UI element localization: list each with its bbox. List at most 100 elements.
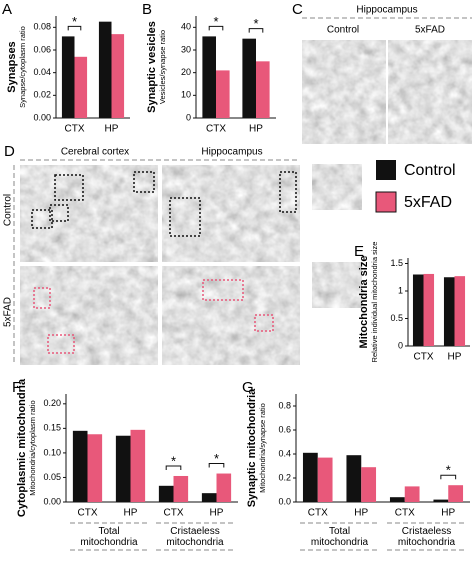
x-tick-label: HP bbox=[448, 352, 462, 363]
bar bbox=[201, 493, 217, 502]
y-tick-label: 20 bbox=[181, 67, 191, 77]
y-tick-label: 0.06 bbox=[33, 44, 51, 54]
x-tick-label: CTX bbox=[78, 508, 98, 519]
x-tick-label: HP bbox=[441, 508, 455, 519]
bar bbox=[346, 455, 362, 502]
y-tick-label: 0.0 bbox=[278, 496, 291, 506]
inset-image bbox=[310, 162, 364, 212]
bar bbox=[242, 38, 256, 118]
legend-swatch bbox=[375, 191, 397, 213]
significance-label: * bbox=[214, 451, 219, 466]
y-tick-label: 0.05 bbox=[43, 472, 61, 482]
column-label: Hippocampus bbox=[201, 147, 262, 158]
group-label: Cristaeless mitochondria bbox=[166, 526, 224, 548]
bar bbox=[317, 457, 333, 502]
y-tick-label: 1.5 bbox=[390, 258, 403, 268]
bar bbox=[423, 273, 435, 346]
bar bbox=[216, 473, 232, 502]
y-tick-label: 0.20 bbox=[43, 398, 61, 408]
y-tick-label: 0.4 bbox=[278, 448, 291, 458]
axis-subtitle: Mitochondria/cytoplasm ratio bbox=[28, 400, 37, 495]
significance-bracket bbox=[165, 465, 182, 470]
significance-label: * bbox=[253, 16, 258, 31]
bar bbox=[158, 485, 174, 502]
significance-bracket bbox=[440, 474, 457, 480]
bar bbox=[361, 467, 377, 502]
bar bbox=[448, 485, 464, 502]
roi-boxes bbox=[33, 279, 274, 354]
y-tick-label: 10 bbox=[181, 90, 191, 100]
x-tick-label: CTX bbox=[395, 508, 415, 519]
panel-label: G bbox=[242, 379, 254, 396]
legend-label: Control bbox=[404, 162, 456, 179]
bar bbox=[412, 274, 424, 346]
panel-label: D bbox=[4, 143, 15, 160]
bar bbox=[98, 21, 112, 119]
y-tick-label: 0 bbox=[398, 340, 403, 350]
axis-title: Synaptic mitochondria bbox=[246, 388, 258, 507]
column-label: 5xFAD bbox=[415, 25, 445, 36]
bar bbox=[130, 429, 146, 502]
legend: Control 5xFAD bbox=[375, 160, 456, 213]
bar bbox=[454, 276, 466, 346]
x-tick-label: CTX bbox=[65, 124, 85, 135]
column-label: Cerebral cortex bbox=[61, 147, 129, 158]
y-tick-label: 0.6 bbox=[278, 424, 291, 434]
em-image bbox=[20, 165, 158, 262]
significance-bracket bbox=[67, 25, 82, 31]
group-label: Total mitochondria bbox=[310, 526, 369, 548]
group-label: Total mitochondria bbox=[80, 526, 138, 548]
x-tick-label: CTX bbox=[414, 352, 434, 363]
panel-label: E bbox=[354, 243, 364, 260]
y-tick-label: 30 bbox=[181, 44, 191, 54]
roi-boxes bbox=[31, 171, 297, 237]
significance-label: * bbox=[171, 453, 176, 468]
y-tick-label: 0.15 bbox=[43, 423, 61, 433]
y-tick-label: 0.00 bbox=[33, 112, 51, 122]
y-tick-label: 0.10 bbox=[43, 447, 61, 457]
bar bbox=[256, 61, 270, 118]
em-image bbox=[162, 266, 300, 365]
panel-label: F bbox=[12, 379, 21, 396]
axis-subtitle: Vesicles/synapse ratio bbox=[158, 30, 167, 104]
bar bbox=[202, 36, 216, 118]
bar bbox=[115, 435, 131, 502]
axis-title: Synapses bbox=[6, 41, 18, 92]
em-image bbox=[386, 38, 474, 146]
significance-label: * bbox=[446, 463, 451, 478]
y-tick-label: 0.02 bbox=[33, 90, 51, 100]
y-tick-label: 1 bbox=[398, 285, 403, 295]
x-tick-label: HP bbox=[105, 124, 119, 135]
y-tick-label: 0.2 bbox=[278, 472, 291, 482]
axis-title: Mitochondria size bbox=[358, 256, 370, 349]
axis-subtitle: Mitochondria/synapse ratio bbox=[258, 403, 267, 493]
bar bbox=[216, 70, 230, 118]
legend-label: 5xFAD bbox=[404, 194, 452, 211]
bar bbox=[404, 486, 420, 502]
y-tick-label: 40 bbox=[181, 22, 191, 32]
column-label: Control bbox=[327, 25, 359, 36]
row-label: Control bbox=[3, 194, 14, 226]
em-image bbox=[162, 165, 300, 262]
significance-bracket bbox=[248, 28, 264, 33]
axis-subtitle: Relative individual mitochondria size bbox=[370, 242, 379, 363]
x-tick-label: HP bbox=[210, 508, 224, 519]
axis-title: Synaptic vesicles bbox=[146, 21, 158, 113]
x-tick-label: HP bbox=[354, 508, 368, 519]
x-tick-label: CTX bbox=[308, 508, 328, 519]
axis-subtitle: Synapse/cytoplasm ratio bbox=[18, 26, 27, 108]
x-tick-label: HP bbox=[124, 508, 138, 519]
bar bbox=[61, 36, 75, 118]
bar bbox=[389, 497, 405, 502]
panel-label: A bbox=[2, 1, 12, 18]
bar bbox=[433, 499, 449, 502]
em-image bbox=[300, 38, 388, 146]
bar bbox=[74, 56, 88, 118]
legend-swatch bbox=[376, 160, 396, 180]
em-image bbox=[20, 266, 158, 365]
group-label: Cristaeless mitochondria bbox=[397, 526, 456, 548]
bar bbox=[302, 452, 318, 502]
y-tick-label: 0.00 bbox=[43, 496, 61, 506]
